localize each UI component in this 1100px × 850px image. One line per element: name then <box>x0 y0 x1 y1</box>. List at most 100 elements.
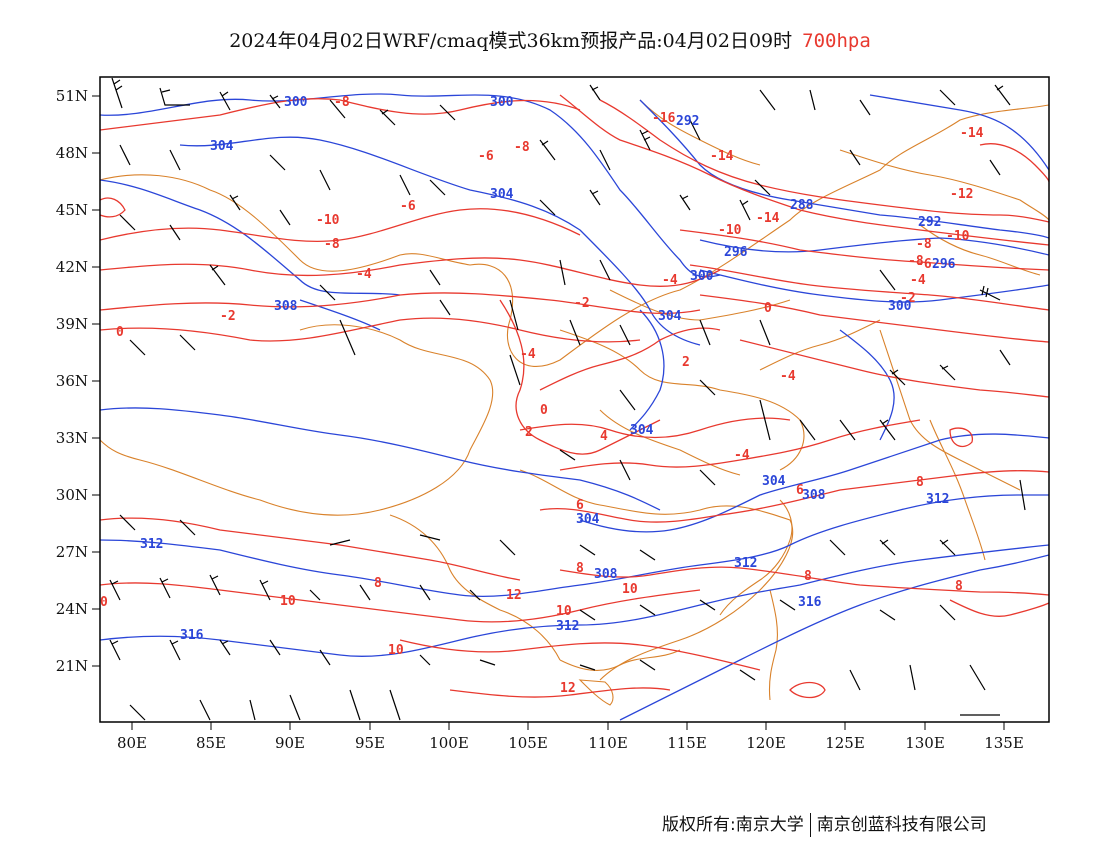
contour-label: 304 <box>658 309 682 324</box>
contour-label: 292 <box>676 114 699 129</box>
contour-label: 304 <box>576 512 600 527</box>
contour-label: 8 <box>916 475 924 490</box>
lat-tick-label: 42N <box>56 258 88 276</box>
contour-label: 312 <box>140 537 163 552</box>
contour-label: -6 <box>478 149 494 164</box>
wind-barbs <box>109 77 1026 721</box>
contour-label: -4 <box>780 369 796 384</box>
contour-label: -6 <box>916 257 932 272</box>
contour-label: 304 <box>762 474 786 489</box>
contour-label: -8 <box>916 237 932 252</box>
lat-axis <box>92 95 100 667</box>
lon-tick-label: 135E <box>984 734 1024 752</box>
contour-label: -14 <box>710 149 734 164</box>
contour-labels-red: -8 -6 -8 -16 -14 -14 -6 -10 -8 -4 -2 0 -… <box>100 95 984 696</box>
contour-label: 10 <box>622 582 638 597</box>
contour-label: -10 <box>946 229 970 244</box>
contour-label: 12 <box>506 588 522 603</box>
temperature-contours <box>100 94 1049 699</box>
contour-label: 308 <box>594 567 618 582</box>
contour-label: 312 <box>556 619 579 634</box>
contour-label: 0 <box>100 595 108 610</box>
contour-label: 296 <box>932 257 956 272</box>
footer-divider <box>809 813 811 837</box>
contour-label: -10 <box>316 213 340 228</box>
contour-label: 2 <box>525 425 533 440</box>
lat-tick-label: 51N <box>56 87 88 105</box>
lon-tick-label: 85E <box>196 734 226 752</box>
lat-tick-label: 48N <box>56 144 88 162</box>
contour-label: 6 <box>796 483 804 498</box>
contour-label: 8 <box>955 579 963 594</box>
contour-label: 8 <box>576 561 584 576</box>
contour-label: 300 <box>888 299 912 314</box>
lat-tick-label: 39N <box>56 315 88 333</box>
contour-label: -4 <box>520 347 536 362</box>
contour-label: -4 <box>662 273 678 288</box>
contour-label: -4 <box>734 448 750 463</box>
lon-tick-label: 95E <box>355 734 385 752</box>
contour-label: 288 <box>790 198 814 213</box>
contour-label: -14 <box>756 211 780 226</box>
contour-label: -8 <box>908 254 924 269</box>
contour-label: -2 <box>900 291 916 306</box>
contour-label: -8 <box>514 140 530 155</box>
contour-label: -8 <box>334 95 350 110</box>
title-level: 700hpa <box>802 30 871 52</box>
copyright-text: 版权所有:南京大学 <box>662 815 804 835</box>
height-contours <box>100 93 1049 721</box>
contour-label: -6 <box>400 199 416 214</box>
contour-labels-blue: 300 300 304 292 304 288 292 296 300 296 … <box>140 95 956 643</box>
contour-label: 2 <box>682 355 690 370</box>
contour-label: 312 <box>926 492 949 507</box>
lat-tick-label: 36N <box>56 372 88 390</box>
lat-tick-label: 21N <box>56 657 88 675</box>
contour-label: -2 <box>574 296 590 311</box>
lon-tick-label: 110E <box>588 734 628 752</box>
contour-label: 308 <box>802 488 826 503</box>
contour-label: 316 <box>180 628 204 643</box>
contour-label: 0 <box>540 403 548 418</box>
contour-label: -14 <box>960 126 984 141</box>
contour-label: -12 <box>950 187 973 202</box>
copyright-footer: 版权所有:南京大学 南京创蓝科技有限公司 <box>662 810 987 837</box>
contour-label: 4 <box>600 429 608 444</box>
contour-label: -16 <box>652 111 676 126</box>
contour-label: 12 <box>560 681 576 696</box>
contour-label: 300 <box>284 95 308 110</box>
contour-label: 304 <box>630 423 654 438</box>
contour-label: 10 <box>280 594 296 609</box>
contour-label: -4 <box>356 267 372 282</box>
contour-label: 300 <box>690 269 714 284</box>
contour-label: 316 <box>798 595 822 610</box>
contour-label: -8 <box>324 237 340 252</box>
lat-tick-label: 24N <box>56 600 88 618</box>
lon-tick-label: 80E <box>117 734 147 752</box>
contour-label: 300 <box>490 95 514 110</box>
lat-labels: 51N 48N 45N 42N 39N 36N 33N 30N 27N 24N … <box>56 87 88 675</box>
contour-label: 6 <box>576 498 584 513</box>
contour-label: 312 <box>734 556 757 571</box>
lat-tick-label: 27N <box>56 543 88 561</box>
contour-label: -2 <box>220 309 236 324</box>
lon-tick-label: 125E <box>825 734 865 752</box>
contour-label: 8 <box>374 576 382 591</box>
title-main: 2024年04月02日WRF/cmaq模式36km预报产品:04月02日09时 <box>229 30 793 52</box>
lon-tick-label: 105E <box>508 734 548 752</box>
country-borders <box>100 99 1049 706</box>
contour-label: 304 <box>490 187 514 202</box>
contour-label: 308 <box>274 299 298 314</box>
lon-tick-label: 115E <box>667 734 707 752</box>
lon-tick-label: 90E <box>275 734 305 752</box>
lon-axis <box>131 722 1005 730</box>
contour-label: 10 <box>388 643 404 658</box>
company-text: 南京创蓝科技有限公司 <box>816 815 987 835</box>
lat-tick-label: 33N <box>56 429 88 447</box>
lon-tick-label: 100E <box>429 734 469 752</box>
lon-tick-label: 120E <box>746 734 786 752</box>
lon-tick-label: 130E <box>905 734 945 752</box>
lat-tick-label: 45N <box>56 201 88 219</box>
contour-label: -4 <box>910 273 926 288</box>
contour-label: 304 <box>210 139 234 154</box>
